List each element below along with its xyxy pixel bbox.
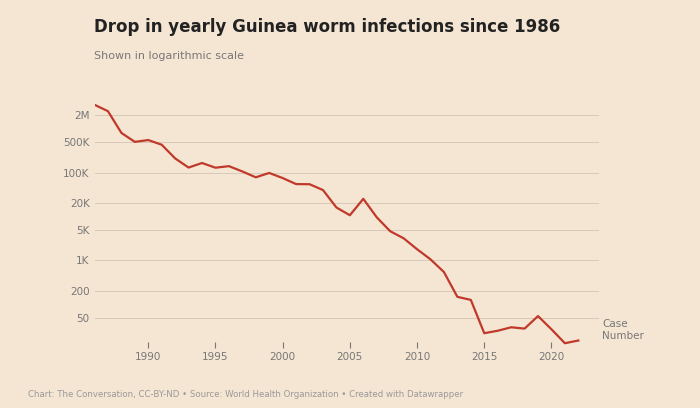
Text: Drop in yearly Guinea worm infections since 1986: Drop in yearly Guinea worm infections si… xyxy=(94,18,561,36)
Text: Chart: The Conversation, CC-BY-ND • Source: World Health Organization • Created : Chart: The Conversation, CC-BY-ND • Sour… xyxy=(28,390,463,399)
Text: Shown in logarithmic scale: Shown in logarithmic scale xyxy=(94,51,244,61)
Text: Case
Number: Case Number xyxy=(602,319,644,341)
